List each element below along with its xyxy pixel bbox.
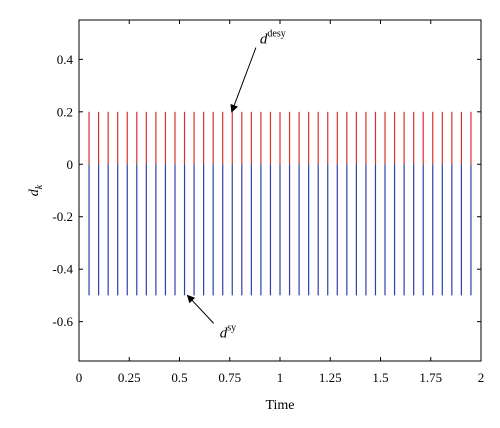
x-tick-label: 0.25: [118, 370, 141, 385]
y-axis: 0.4 0.2 0 -0.2 -0.4 -0.6: [52, 52, 481, 329]
annotations: ddesy dsy: [186, 29, 286, 341]
x-tick-label: 2: [478, 370, 485, 385]
annotation-label: ddesy: [260, 29, 286, 48]
x-tick-label: 1.25: [319, 370, 342, 385]
y-axis-title-sub: k: [34, 184, 45, 189]
x-tick-label: 1.75: [419, 370, 442, 385]
x-axis: 0 0.25 0.5 0.75 1 1.25 1.5 1.75 2: [76, 20, 485, 385]
x-tick-label: 1: [277, 370, 284, 385]
x-axis-title: Time: [265, 398, 294, 413]
y-tick-label: 0.4: [57, 52, 74, 67]
y-axis-title-base: d: [27, 188, 42, 196]
desired-series: [88, 111, 472, 165]
x-tick-label: 0: [76, 370, 83, 385]
y-tick-label: 0: [67, 157, 74, 172]
y-tick-label: -0.6: [52, 314, 73, 329]
y-tick-label: 0.2: [57, 104, 73, 119]
annotation-label: dsy: [220, 322, 236, 341]
y-tick-label: -0.4: [52, 262, 73, 277]
x-tick-label: 0.75: [218, 370, 241, 385]
x-tick-label: 1.5: [372, 370, 388, 385]
y-tick-label: -0.2: [52, 209, 73, 224]
x-tick-label: 0.5: [171, 370, 187, 385]
annotation-arrow: [230, 47, 257, 113]
actual-series: [88, 164, 472, 296]
annotation-arrow: [186, 294, 215, 324]
y-axis-title: dk: [27, 184, 45, 196]
